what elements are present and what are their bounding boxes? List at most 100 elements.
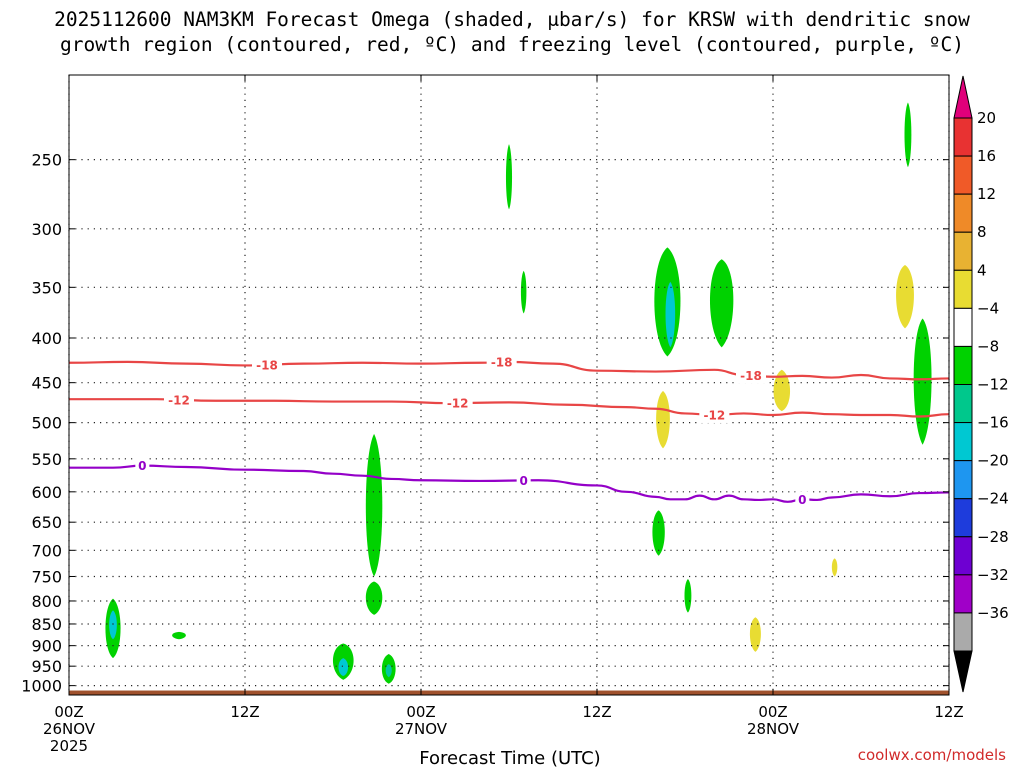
temperature-contours: -18 -18 -18 -12 -12 -12 0 0 0 (68, 354, 950, 508)
y-tick-label: 850 (31, 615, 62, 634)
omega-cell (773, 369, 791, 412)
omega-cell (656, 391, 670, 449)
y-tick-label: 750 (31, 567, 62, 586)
x-tick-label: 12Z (582, 703, 611, 721)
contour-label: -12 (447, 397, 469, 411)
contour-label-bg (164, 391, 194, 408)
y-tick-label: 250 (31, 151, 62, 170)
omega-cell (709, 259, 734, 348)
colorbar-label: −20 (977, 452, 1009, 470)
colorbar-label: −36 (977, 604, 1009, 622)
omega-cell (831, 558, 838, 577)
colorbar-segment (953, 384, 973, 424)
x-tick-label: 27NOV (395, 720, 448, 738)
contour-label-bg (736, 367, 766, 384)
omega-cell (385, 664, 392, 678)
y-tick-label: 950 (31, 657, 62, 676)
contour-label: 0 (138, 459, 146, 473)
x-tick-label: 00Z (758, 703, 787, 721)
contour-line (69, 464, 950, 503)
colorbar-segment (953, 155, 973, 195)
contour-label: -18 (491, 356, 513, 370)
colorbar-label: −28 (977, 528, 1009, 546)
colorbar-segment (953, 193, 973, 233)
contour-label: 0 (519, 474, 527, 488)
y-tick-label: 300 (31, 220, 62, 239)
omega-cell (505, 144, 513, 210)
colorbar-label: −16 (977, 414, 1009, 432)
y-tick-label: 500 (31, 414, 62, 433)
contour-label: -12 (168, 393, 190, 407)
y-tick-label: 1000 (21, 677, 62, 696)
colorbar-segment (953, 460, 973, 500)
omega-cell (520, 270, 527, 314)
colorbar-label: 20 (977, 109, 996, 127)
colorbar-segment (953, 307, 973, 347)
contour-label-bg (442, 395, 473, 412)
x-tick-label: 26NOV (43, 720, 96, 738)
y-tick-label: 600 (31, 483, 62, 502)
contour-label-bg (699, 406, 730, 423)
y-tick-label: 800 (31, 592, 62, 611)
y-tick-label: 400 (31, 329, 62, 348)
y-tick-label: 450 (31, 374, 62, 393)
y-tick-label: 550 (31, 450, 62, 469)
colorbar-segment (953, 117, 973, 157)
contour-label-bg (486, 354, 517, 371)
x-tick-label: 00Z (406, 703, 435, 721)
colorbar-bottom-triangle (953, 650, 973, 693)
contour-label: -18 (740, 369, 762, 383)
contour-line (68, 398, 950, 418)
colorbar-label: −32 (977, 566, 1009, 584)
colorbar-segment (953, 574, 973, 614)
chart-title-line1: 2025112600 NAM3KM Forecast Omega (shaded… (54, 8, 970, 31)
omega-cell (896, 264, 914, 329)
omega-cell (749, 617, 761, 652)
x-tick-label: 28NOV (747, 720, 800, 738)
contour-label-bg (252, 356, 282, 373)
colorbar-segment (953, 498, 973, 538)
omega-cell (652, 510, 665, 556)
omega-cell (913, 318, 932, 445)
colorbar-top-triangle (953, 75, 973, 119)
omega-cell (109, 610, 117, 640)
omega-cell (365, 581, 383, 615)
omega-cell (338, 658, 349, 677)
colorbar-segment (953, 345, 973, 385)
x-tick-label: 12Z (934, 703, 963, 721)
x-axis-label: Forecast Time (UTC) (419, 748, 600, 768)
colorbar-label: −8 (977, 337, 999, 355)
terrain-ground (69, 690, 949, 695)
colorbar-segment (953, 422, 973, 462)
colorbar-segment (953, 231, 973, 271)
contour-label-bg (795, 491, 810, 508)
colorbar-label: −12 (977, 376, 1009, 394)
colorbar-label: 12 (977, 185, 996, 203)
colorbar: 20 16 12 8 4 −4 −8 −12 −16 −20 −24 −28 −32 −36 (953, 75, 1009, 693)
y-axis-ticks: 250 300 350 400 450 500 550 600 650 700 750 800 850 9… (21, 151, 949, 696)
colorbar-label: −24 (977, 490, 1009, 508)
chart-title-line2: growth region (contoured, red, ºC) and f… (60, 33, 964, 56)
colorbar-label: 16 (977, 147, 996, 165)
omega-cells (105, 102, 932, 684)
y-tick-label: 900 (31, 637, 62, 656)
colorbar-label: −4 (977, 299, 999, 317)
contour-label: 0 (798, 493, 806, 507)
y-tick-label: 650 (31, 513, 62, 532)
contour-label: -18 (256, 358, 278, 372)
omega-cell (365, 433, 383, 577)
y-tick-label: 700 (31, 541, 62, 560)
x-tick-label: 00Z (54, 703, 83, 721)
plot-frame (68, 74, 950, 696)
x-tick-label: 12Z (230, 703, 259, 721)
x-tick-label: 2025 (50, 737, 88, 755)
omega-cell (172, 631, 186, 640)
colorbar-label: 8 (977, 223, 987, 241)
omega-cell (665, 281, 676, 348)
omega-cell (684, 579, 692, 613)
contour-label-bg (135, 457, 150, 474)
contour-label-bg (516, 472, 531, 489)
colorbar-segment (953, 269, 973, 309)
